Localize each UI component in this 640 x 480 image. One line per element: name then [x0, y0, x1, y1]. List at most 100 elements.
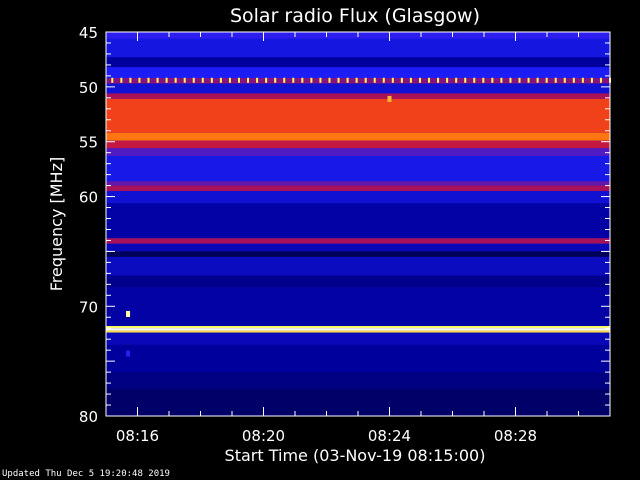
frequency-band-14 — [106, 191, 610, 204]
frequency-band-13 — [106, 185, 610, 192]
frequency-band-27 — [106, 372, 610, 389]
burst-mark-5 — [156, 77, 159, 83]
frequency-band-26 — [106, 344, 610, 373]
burst-mark-3 — [138, 77, 141, 83]
burst-mark-4 — [147, 77, 150, 83]
y-tick-label-0: 45 — [79, 24, 98, 42]
burst-mark-12 — [219, 77, 222, 83]
burst-mark-6 — [165, 77, 168, 83]
burst-mark-53 — [590, 77, 593, 83]
burst-mark-19 — [283, 77, 286, 83]
burst-mark-47 — [536, 77, 539, 83]
burst-mark-0 — [111, 77, 114, 83]
frequency-bands — [106, 32, 610, 416]
burst-mark-15 — [247, 77, 250, 83]
frequency-band-2 — [106, 57, 610, 68]
burst-mark-32 — [400, 77, 403, 83]
burst-mark-50 — [563, 77, 566, 83]
burst-mark-46 — [527, 77, 530, 83]
frequency-band-18 — [106, 251, 610, 257]
frequency-band-10 — [106, 148, 610, 156]
x-tick-label-2: 08:24 — [368, 427, 411, 445]
frequency-band-17 — [106, 243, 610, 252]
burst-mark-29 — [373, 77, 376, 83]
burst-mark-54 — [599, 77, 602, 83]
burst-mark-14 — [237, 77, 240, 83]
burst-mark-28 — [364, 77, 367, 83]
burst-mark-21 — [301, 77, 304, 83]
burst-mark-36 — [437, 77, 440, 83]
x-axis-label: Start Time (03-Nov-19 08:15:00) — [225, 446, 486, 465]
point-features — [126, 95, 392, 357]
frequency-band-24 — [106, 330, 610, 333]
y-tick-label-5: 80 — [79, 408, 98, 426]
burst-mark-25 — [337, 77, 340, 83]
burst-mark-7 — [174, 77, 177, 83]
burst-mark-20 — [292, 77, 295, 83]
point-feature-2 — [126, 350, 131, 357]
burst-mark-45 — [518, 77, 521, 83]
burst-mark-49 — [554, 77, 557, 83]
frequency-band-20 — [106, 275, 610, 288]
burst-mark-23 — [319, 77, 322, 83]
periodic-bursts — [111, 77, 611, 83]
burst-mark-40 — [473, 77, 476, 83]
x-tick-label-0: 08:16 — [116, 427, 159, 445]
burst-mark-11 — [210, 77, 213, 83]
burst-mark-48 — [545, 77, 548, 83]
frequency-band-11 — [106, 155, 610, 182]
burst-mark-42 — [491, 77, 494, 83]
y-tick-label-2: 55 — [79, 134, 98, 152]
y-axis-ticks: 45 50 55 60 70 80 — [79, 24, 610, 426]
frequency-band-7 — [106, 98, 610, 133]
burst-mark-9 — [192, 77, 195, 83]
burst-mark-39 — [464, 77, 467, 83]
frequency-band-6 — [106, 93, 610, 99]
burst-mark-35 — [428, 77, 431, 83]
burst-mark-24 — [328, 77, 331, 83]
frequency-band-12 — [106, 181, 610, 186]
burst-mark-10 — [201, 77, 204, 83]
plot-area — [105, 31, 611, 417]
burst-mark-44 — [509, 77, 512, 83]
burst-mark-41 — [482, 77, 485, 83]
frequency-band-1 — [106, 38, 610, 58]
frequency-band-16 — [106, 238, 610, 244]
burst-mark-52 — [581, 77, 584, 83]
burst-mark-18 — [274, 77, 277, 83]
frequency-band-15 — [106, 203, 610, 239]
update-timestamp: Updated Thu Dec 5 19:20:48 2019 — [2, 469, 170, 479]
x-tick-label-3: 08:28 — [494, 427, 537, 445]
y-tick-label-3: 60 — [79, 189, 98, 207]
burst-mark-2 — [129, 77, 132, 83]
burst-mark-8 — [183, 77, 186, 83]
burst-mark-38 — [455, 77, 458, 83]
burst-mark-34 — [418, 77, 421, 83]
frequency-band-9 — [106, 140, 610, 149]
chart-title: Solar radio Flux (Glasgow) — [230, 5, 480, 27]
burst-mark-51 — [572, 77, 575, 83]
frequency-band-4 — [106, 78, 610, 84]
burst-mark-1 — [120, 77, 123, 83]
burst-mark-17 — [265, 77, 268, 83]
point-feature-0 — [387, 95, 392, 102]
y-axis-label: Frequency [MHz] — [47, 157, 66, 291]
burst-mark-30 — [382, 77, 385, 83]
point-feature-1 — [126, 310, 131, 317]
x-tick-label-1: 08:20 — [242, 427, 285, 445]
frequency-band-19 — [106, 256, 610, 276]
frequency-band-8 — [106, 132, 610, 141]
y-tick-label-4: 70 — [79, 298, 98, 316]
frequency-band-25 — [106, 332, 610, 345]
burst-mark-16 — [256, 77, 259, 83]
burst-mark-27 — [355, 77, 358, 83]
frequency-band-3 — [106, 67, 610, 79]
burst-mark-22 — [310, 77, 313, 83]
frequency-band-23 — [106, 328, 610, 331]
burst-mark-37 — [446, 77, 449, 83]
burst-mark-13 — [228, 77, 231, 83]
frequency-band-22 — [106, 326, 610, 329]
x-axis-ticks: 08:16 08:20 08:24 08:28 — [105, 32, 611, 445]
burst-mark-26 — [346, 77, 349, 83]
